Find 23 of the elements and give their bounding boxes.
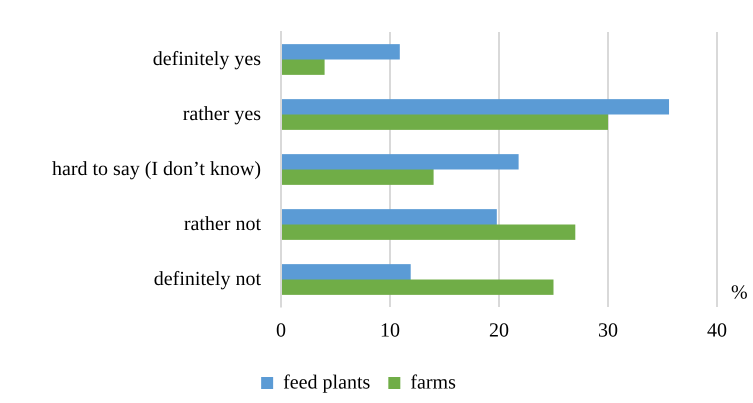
- bar: [282, 114, 608, 130]
- x-tick-label: 30: [598, 319, 618, 342]
- x-tick-label: 10: [380, 319, 400, 342]
- bar: [282, 170, 434, 185]
- bar: [282, 44, 400, 60]
- y-tick-label: hard to say (I don’t know): [52, 158, 261, 180]
- y-tick-label: definitely not: [154, 268, 262, 290]
- legend-label: feed plants: [283, 371, 371, 394]
- x-tick-label: 40: [707, 319, 727, 342]
- legend-label: farms: [410, 371, 456, 394]
- bar: [282, 154, 519, 170]
- x-axis-title: %: [731, 281, 748, 304]
- bar: [282, 224, 576, 240]
- y-tick-label: definitely yes: [152, 48, 262, 70]
- bar: [282, 280, 554, 295]
- y-tick-label: rather not: [184, 212, 262, 235]
- bar: [282, 99, 670, 114]
- x-tick-label: 0: [276, 319, 286, 342]
- bar: [282, 209, 497, 224]
- bar: [282, 264, 411, 280]
- bar: [282, 60, 325, 75]
- x-tick-label: 20: [489, 319, 509, 342]
- y-tick-label: rather yes: [182, 102, 262, 125]
